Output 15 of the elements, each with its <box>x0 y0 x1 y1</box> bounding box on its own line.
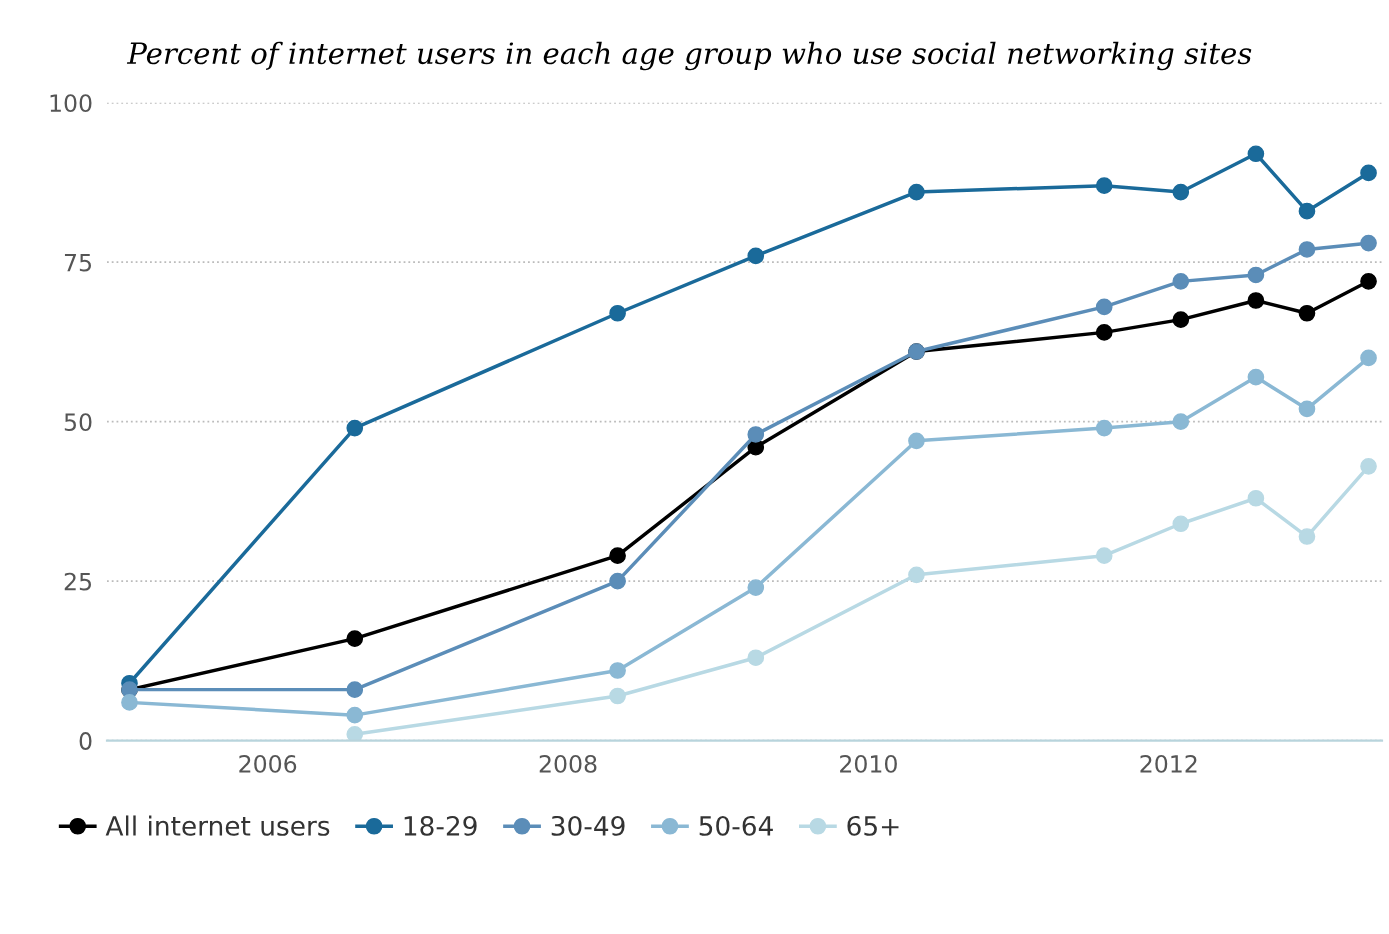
chart-title: Percent of internet users in each age group who use social networking sites <box>126 41 1252 71</box>
legend-label: All internet users <box>105 815 330 836</box>
y-tick-label: 0 <box>79 732 92 750</box>
x-tick-label: 2008 <box>539 754 597 773</box>
legend-label: 50-64 <box>699 815 773 836</box>
x-tick-label: 2010 <box>840 754 897 773</box>
y-tick-label: 25 <box>64 572 91 591</box>
x-tick-label: 2006 <box>239 754 297 773</box>
legend-label: 30-49 <box>551 815 625 836</box>
y-tick-label: 75 <box>64 253 91 272</box>
legend-label: 65+ <box>847 815 899 836</box>
y-tick-label: 100 <box>50 94 92 113</box>
y-tick-label: 50 <box>64 413 92 432</box>
x-tick-label: 2012 <box>1140 754 1197 773</box>
legend-label: 18-29 <box>404 815 477 836</box>
